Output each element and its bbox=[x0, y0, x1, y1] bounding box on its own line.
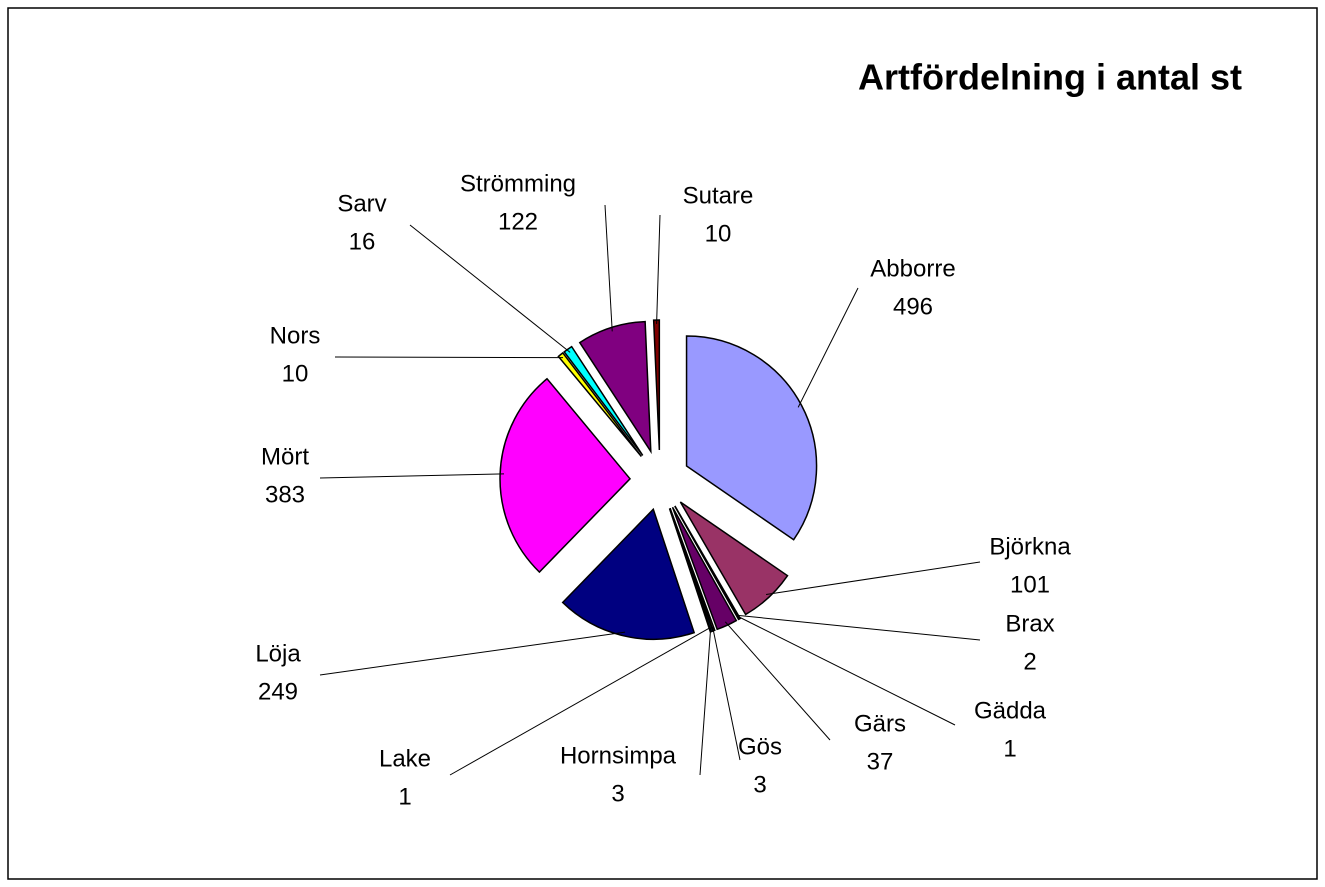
leader-line bbox=[604, 204, 613, 332]
slice-value: 10 bbox=[705, 220, 732, 247]
slice-value: 2 bbox=[1023, 648, 1036, 675]
leader-line bbox=[449, 627, 710, 776]
pie-slice bbox=[668, 508, 712, 633]
pie-slice bbox=[674, 505, 741, 621]
pie-slice bbox=[563, 345, 644, 456]
slice-value: 383 bbox=[265, 481, 305, 508]
slice-label: Nors bbox=[270, 322, 321, 349]
slice-label: Sutare bbox=[683, 182, 754, 209]
chart-title: Artfördelning i antal st bbox=[858, 57, 1242, 98]
leader-line bbox=[797, 287, 859, 408]
slice-value: 122 bbox=[498, 208, 538, 235]
slice-label: Mört bbox=[261, 443, 309, 470]
slice-value: 3 bbox=[611, 780, 624, 807]
slice-label: Gärs bbox=[854, 710, 906, 737]
slice-value: 101 bbox=[1010, 571, 1050, 598]
leader-line bbox=[699, 627, 712, 776]
slice-value: 3 bbox=[753, 771, 766, 798]
slice-label: Löja bbox=[255, 640, 301, 667]
slice-value: 16 bbox=[349, 228, 376, 255]
slice-value: 1 bbox=[1003, 735, 1016, 762]
leader-line bbox=[724, 621, 831, 741]
slice-value: 37 bbox=[867, 748, 894, 775]
pie-slice bbox=[685, 335, 818, 541]
leader-line bbox=[712, 626, 741, 761]
leader-line bbox=[319, 473, 505, 479]
leader-line bbox=[409, 224, 571, 353]
slice-label: Brax bbox=[1005, 610, 1054, 637]
slice-value: 1 bbox=[398, 783, 411, 810]
leader-line bbox=[737, 614, 981, 641]
pie-slice bbox=[561, 507, 696, 640]
slice-label: Strömming bbox=[460, 170, 576, 197]
leader-line bbox=[334, 356, 564, 359]
leader-line bbox=[319, 631, 626, 676]
slice-value: 496 bbox=[893, 293, 933, 320]
pie-slice bbox=[671, 506, 738, 631]
slice-label: Gös bbox=[738, 733, 782, 760]
slice-label: Sarv bbox=[337, 190, 386, 217]
pie-slice bbox=[679, 501, 789, 616]
slice-label: Gädda bbox=[974, 697, 1047, 724]
slice-value: 249 bbox=[258, 678, 298, 705]
slice-label: Björkna bbox=[989, 533, 1071, 560]
leader-line bbox=[736, 615, 956, 726]
pie-slice bbox=[557, 351, 642, 457]
slice-label: Hornsimpa bbox=[560, 742, 677, 769]
pie-slice bbox=[578, 320, 652, 455]
slice-label: Abborre bbox=[870, 255, 955, 282]
slice-label: Lake bbox=[379, 745, 431, 772]
slice-value: 10 bbox=[282, 360, 309, 387]
leader-line bbox=[765, 561, 981, 596]
leader-line bbox=[656, 214, 661, 324]
chart-frame bbox=[7, 7, 1318, 880]
